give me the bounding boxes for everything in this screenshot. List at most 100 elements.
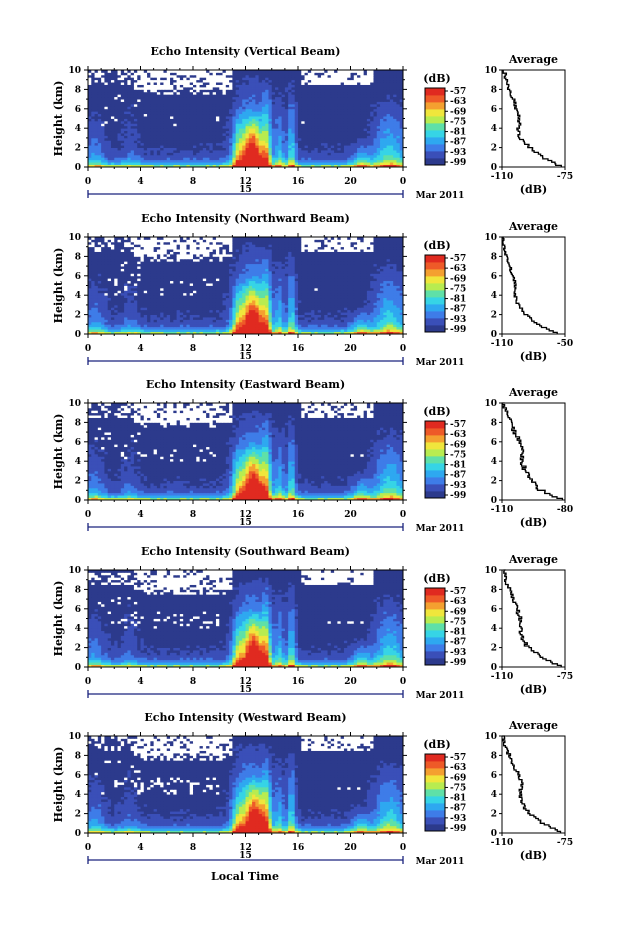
heatmap-cell (360, 312, 365, 315)
heatmap-cell (301, 108, 305, 112)
heatmap-cell (206, 103, 210, 107)
heatmap-cell (170, 108, 174, 112)
heatmap-cell (179, 96, 184, 100)
heatmap-cell (399, 96, 404, 100)
heatmap-cell (183, 135, 187, 139)
heatmap-cell (317, 86, 322, 90)
heatmap-cell (170, 89, 174, 93)
heatmap-cell (97, 321, 102, 325)
heatmap-cell (314, 77, 319, 81)
heatmap-cell (238, 118, 243, 122)
heatmap-cell (275, 137, 279, 141)
heatmap-cell (314, 133, 319, 136)
heatmap-cell (396, 77, 401, 81)
heatmap-cell (248, 116, 253, 119)
heatmap-cell (258, 159, 263, 163)
heatmap-cell (94, 84, 99, 88)
heatmap-cell (245, 111, 250, 115)
heatmap-cell (225, 164, 230, 168)
heatmap-cell (252, 74, 256, 78)
heatmap-cell (117, 326, 122, 330)
heatmap-cell (235, 137, 240, 141)
heatmap (88, 70, 404, 168)
heatmap-cell (215, 142, 220, 146)
heatmap-cell (337, 128, 342, 132)
heatmap-cell (215, 309, 220, 313)
heatmap-cell (196, 331, 200, 335)
heatmap-cell (396, 321, 401, 325)
heatmap-cell (291, 125, 296, 129)
heatmap-cell (97, 70, 102, 73)
heatmap-cell (327, 108, 332, 112)
heatmap-cell (353, 137, 358, 141)
heatmap-cell (320, 82, 325, 85)
heatmap-cell (202, 159, 207, 163)
heatmap-cell (396, 145, 401, 148)
heatmap-cell (186, 103, 191, 107)
heatmap-cell (222, 150, 227, 153)
heatmap-cell (383, 96, 387, 100)
heatmap-cell (255, 130, 260, 134)
heatmap-cell (107, 319, 112, 323)
heatmap-cell (120, 140, 125, 144)
heatmap-cell (304, 111, 309, 115)
heatmap-cell (245, 72, 250, 76)
heatmap-cell (248, 86, 253, 90)
heatmap-cell (248, 324, 253, 328)
heatmap-cell (320, 86, 325, 90)
heatmap-cell (114, 103, 118, 107)
heatmap-cell (212, 74, 217, 78)
heatmap-cell (373, 324, 378, 328)
heatmap-cell (120, 329, 125, 332)
heatmap-cell (117, 150, 122, 153)
heatmap-cell (242, 106, 246, 110)
heatmap-cell (337, 324, 342, 328)
heatmap-cell (281, 99, 286, 102)
heatmap-cell (229, 326, 233, 330)
heatmap-cell (104, 142, 109, 146)
heatmap-cell (133, 74, 138, 78)
heatmap-cell (186, 111, 191, 115)
heatmap-cell (258, 137, 263, 141)
heatmap-cell (120, 94, 125, 98)
heatmap-cell (343, 135, 348, 139)
heatmap-cell (255, 150, 260, 153)
heatmap-cell (183, 312, 187, 315)
heatmap-cell (334, 120, 338, 124)
heatmap-cell (245, 106, 250, 110)
heatmap-cell (291, 137, 296, 141)
heatmap-cell (399, 118, 404, 122)
heatmap-cell (357, 159, 361, 163)
heatmap-cell (189, 86, 194, 90)
heatmap-cell (212, 317, 217, 320)
heatmap-cell (370, 89, 374, 93)
heatmap-cell (353, 103, 358, 107)
heatmap-cell (120, 72, 125, 76)
heatmap-cell (133, 164, 138, 168)
heatmap-cell (238, 96, 243, 100)
heatmap-cell (370, 162, 374, 165)
heatmap-cell (206, 162, 210, 165)
heatmap-cell (268, 116, 273, 119)
heatmap-cell (337, 164, 342, 168)
heatmap-cell (193, 145, 197, 148)
heatmap-cell (88, 86, 92, 90)
heatmap-cell (304, 317, 309, 320)
heatmap-cell (317, 89, 322, 93)
heatmap-cell (334, 162, 338, 165)
heatmap-cell (393, 111, 397, 115)
heatmap-cell (140, 70, 145, 73)
heatmap-cell (363, 319, 368, 323)
heatmap-cell (229, 157, 233, 161)
heatmap-cell (179, 113, 184, 117)
heatmap-cell (393, 120, 397, 124)
heatmap-cell (311, 135, 315, 139)
heatmap-cell (107, 125, 112, 129)
heatmap-cell (124, 140, 128, 144)
heatmap-cell (294, 331, 299, 335)
heatmap-cell (265, 317, 269, 320)
heatmap-cell (360, 137, 365, 141)
heatmap-cell (120, 137, 125, 141)
heatmap-cell (189, 314, 194, 318)
heatmap-cell (320, 89, 325, 93)
